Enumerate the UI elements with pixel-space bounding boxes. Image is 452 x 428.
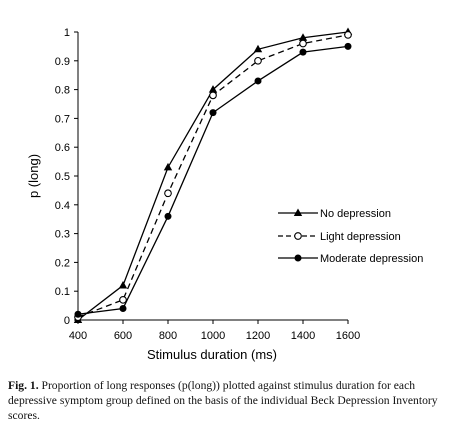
x-tick-label: 600 xyxy=(114,330,132,342)
data-point xyxy=(163,162,173,171)
series-layer xyxy=(73,27,353,323)
y-tick-label: 1 xyxy=(64,27,70,39)
data-point xyxy=(209,91,217,100)
data-point xyxy=(344,42,352,50)
y-tick-label: 0.3 xyxy=(55,229,70,241)
data-point xyxy=(164,189,172,198)
legend-label: Moderate depression xyxy=(320,253,423,265)
y-tick-label: 0.8 xyxy=(55,85,70,97)
data-point xyxy=(254,77,262,85)
legend-entry: Light depression xyxy=(278,231,401,243)
caption-text: Proportion of long responses (p(long)) p… xyxy=(8,379,438,422)
data-point xyxy=(208,85,218,93)
figure-caption: Fig. 1. Proportion of long responses (p(… xyxy=(8,378,444,423)
data-point xyxy=(119,304,127,312)
legend-entry: No depression xyxy=(278,208,391,220)
data-point xyxy=(164,212,172,220)
data-point xyxy=(209,109,217,117)
legend-marker xyxy=(294,232,302,240)
chart-legend: No depression Light depression Moderate de… xyxy=(278,208,423,265)
data-point xyxy=(344,31,352,39)
series-line xyxy=(77,34,349,318)
series-3 xyxy=(74,42,352,318)
data-point xyxy=(74,310,82,318)
y-tick-label: 0.9 xyxy=(55,56,70,68)
legend-label: Light depression xyxy=(320,231,401,243)
x-tick-label: 1600 xyxy=(336,330,360,342)
legend-entry: Moderate depression xyxy=(278,253,423,265)
y-tick-label: 0.6 xyxy=(55,142,70,154)
y-tick-label: 0.1 xyxy=(55,286,70,298)
series-line xyxy=(77,31,349,321)
y-tick-label: 0.5 xyxy=(55,171,70,183)
data-point xyxy=(254,56,262,65)
data-point xyxy=(119,295,127,304)
series-1 xyxy=(73,27,353,323)
data-point xyxy=(299,48,307,56)
x-tick-label: 800 xyxy=(159,330,177,342)
x-tick-label: 1400 xyxy=(291,330,315,342)
y-axis-label: p (long) xyxy=(26,154,41,198)
data-point xyxy=(299,39,307,48)
x-tick-label: 400 xyxy=(69,330,87,342)
legend-marker xyxy=(294,254,302,262)
legend-marker xyxy=(293,208,303,216)
data-point xyxy=(298,33,308,41)
legend-label: No depression xyxy=(320,208,391,220)
x-tick-label: 1000 xyxy=(201,330,225,342)
y-tick-label: 0.4 xyxy=(55,200,70,212)
series-2 xyxy=(74,31,352,321)
caption-label: Fig. 1. xyxy=(8,379,39,392)
data-point xyxy=(253,44,263,53)
x-axis-label: Stimulus duration (ms) xyxy=(147,347,277,362)
x-tick-label: 1200 xyxy=(246,330,270,342)
y-tick-label: 0 xyxy=(64,315,70,327)
y-tick-label: 0.2 xyxy=(55,257,70,269)
data-point xyxy=(118,280,128,289)
y-tick-label: 0.7 xyxy=(55,113,70,125)
